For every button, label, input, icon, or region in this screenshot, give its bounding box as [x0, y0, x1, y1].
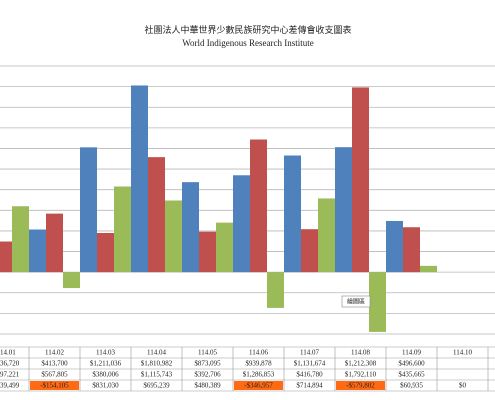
bar: [165, 200, 182, 273]
negative-cell: [234, 381, 283, 390]
table-header: 114.04: [147, 349, 166, 357]
bar: [267, 272, 284, 308]
table-cell: $1,792,110: [345, 371, 377, 379]
bar: [114, 186, 131, 273]
bar: [335, 147, 352, 273]
table-cell: $435,665: [398, 371, 425, 379]
table-cell: $416,780: [296, 371, 323, 379]
bar: [0, 241, 12, 273]
bar: [46, 213, 63, 273]
table-header: 114.10: [453, 349, 472, 357]
bar: [80, 147, 97, 273]
table-cell: $1,212,308: [345, 360, 377, 368]
bar: [63, 272, 80, 289]
bar: [233, 175, 250, 273]
table-cell: $695,239: [143, 382, 170, 390]
bar: [318, 198, 335, 273]
table-header: 114.09: [402, 349, 421, 357]
table-cell: $1,115,743: [141, 371, 173, 379]
table-cell: -$579,802: [346, 382, 375, 390]
bar: [216, 222, 233, 273]
table-cell: -$154,105: [40, 382, 69, 390]
bar: [182, 182, 199, 273]
table-cell: $567,805: [41, 371, 68, 379]
bar: [131, 85, 148, 273]
table-cell: $480,389: [194, 382, 221, 390]
negative-cell: [336, 381, 385, 390]
bar: [12, 206, 29, 273]
bar: [403, 227, 420, 273]
table-header: 114.03: [96, 349, 115, 357]
table-cell: $60,935: [400, 382, 423, 390]
tooltip: 繪圖區: [347, 297, 365, 305]
bar: [29, 229, 46, 273]
bar: [284, 155, 301, 273]
table-cell: $714,894: [296, 382, 323, 390]
table-cell: $380,006: [92, 371, 119, 379]
table-cell: $1,286,853: [243, 371, 275, 379]
table-cell: $413,700: [41, 360, 68, 368]
table-header: 114.06: [249, 349, 268, 357]
bar: [420, 265, 437, 273]
bar: [250, 139, 267, 273]
table-header: 14.01: [0, 349, 16, 357]
tooltip-box: [341, 295, 371, 308]
table-cell: $939,878: [245, 360, 272, 368]
bar: [97, 232, 114, 273]
table-cell: $873,095: [194, 360, 221, 368]
table-cell: $496,600: [398, 360, 425, 368]
table-cell: $1,131,674: [294, 360, 326, 368]
table-cell: $1,211,036: [90, 360, 122, 368]
table-cell: $392,706: [194, 371, 221, 379]
table-cell: $0: [459, 382, 467, 390]
chart-title: 社團法人中華世界少數民族研究中心差傳會收支圖表: [144, 24, 351, 35]
table-cell: 36,720: [0, 360, 20, 368]
bar: [199, 231, 216, 273]
bar: [301, 229, 318, 273]
table-cell: 39,499: [0, 382, 20, 390]
table-cell: -$346,957: [244, 382, 273, 390]
table-header: 114.08: [351, 349, 370, 357]
table-cell: 97,221: [0, 371, 20, 379]
table-cell: $831,030: [92, 382, 119, 390]
chart-subtitle: World Indigenous Research Institute: [182, 38, 314, 48]
table-header: 114.07: [300, 349, 319, 357]
bar: [148, 157, 165, 273]
bar: [369, 272, 386, 332]
table-header: 114.02: [45, 349, 64, 357]
negative-cell: [30, 381, 79, 390]
table-header: 114.05: [198, 349, 217, 357]
bar: [386, 220, 403, 273]
bar: [352, 87, 369, 273]
table-cell: $1,810,982: [141, 360, 173, 368]
